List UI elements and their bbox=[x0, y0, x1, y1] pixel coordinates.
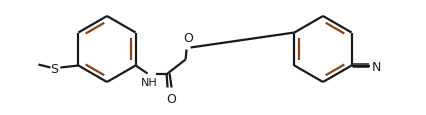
Text: NH: NH bbox=[141, 78, 158, 88]
Text: O: O bbox=[167, 93, 176, 106]
Text: N: N bbox=[371, 60, 381, 73]
Text: O: O bbox=[184, 32, 193, 45]
Text: S: S bbox=[50, 62, 58, 75]
